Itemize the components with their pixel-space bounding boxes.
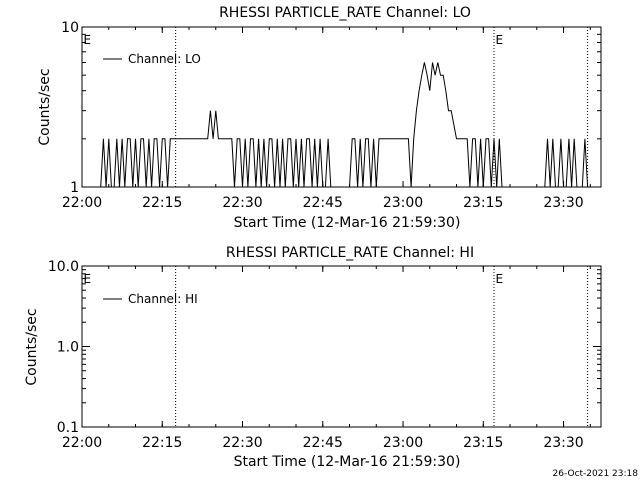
y-tick-label-hi-1: 1.0: [57, 340, 79, 356]
y-axis-label-lo: Counts/sec: [37, 68, 53, 145]
x-axis-label-hi: Start Time (12-Mar-16 21:59:30): [234, 454, 461, 470]
y-tick-label-hi-0: 0.1: [57, 420, 79, 436]
y-axis-lo: 1 10: [61, 20, 601, 196]
x-tick-label-lo-5: 23:15: [463, 195, 503, 211]
chart-title-lo: RHESSI PARTICLE_RATE Channel: LO: [219, 5, 471, 21]
y-axis-hi: 0.1 1.0 10.0: [48, 259, 601, 436]
x-tick-label-lo-0: 22:00: [62, 195, 102, 211]
x-tick-label-lo-4: 23:00: [383, 195, 423, 211]
event-label-lo-2: E: [495, 33, 503, 47]
x-tick-label-lo-1: 22:15: [142, 195, 182, 211]
x-tick-label-hi-5: 23:15: [463, 435, 503, 451]
plot-frame-hi: [81, 265, 602, 428]
y-tick-label-hi-2: 10.0: [48, 259, 79, 275]
y-tick-label-lo-0: 1: [70, 180, 79, 196]
legend-label-hi: Channel: HI: [128, 292, 198, 306]
x-tick-label-lo-2: 22:30: [222, 195, 262, 211]
event-label-hi-0: E: [84, 272, 92, 286]
event-label-lo-0: E: [84, 33, 92, 47]
event-label-hi-2: E: [495, 272, 503, 286]
x-tick-label-hi-4: 23:00: [383, 435, 423, 451]
x-tick-label-lo-6: 23:30: [543, 195, 583, 211]
x-tick-label-hi-0: 22:00: [62, 435, 102, 451]
y-tick-label-lo-1: 10: [61, 20, 79, 36]
chart-title-hi: RHESSI PARTICLE_RATE Channel: HI: [226, 245, 474, 261]
y-axis-label-hi: Counts/sec: [24, 308, 40, 385]
plot-frame-lo: [81, 26, 602, 188]
footer-timestamp: 26-Oct-2021 23:18: [553, 469, 639, 479]
x-tick-label-hi-3: 22:45: [303, 435, 343, 451]
series-line-lo: [100, 62, 591, 188]
x-tick-label-lo-3: 22:45: [303, 195, 343, 211]
x-axis-hi: 22:00 22:15 22:30 22:45 23:00 23:15 23:30: [62, 266, 591, 451]
x-tick-label-hi-6: 23:30: [543, 435, 583, 451]
x-tick-label-hi-2: 22:30: [222, 435, 262, 451]
legend-label-lo: Channel: LO: [128, 52, 201, 66]
x-axis-label-lo: Start Time (12-Mar-16 21:59:30): [234, 215, 461, 231]
x-tick-label-hi-1: 22:15: [142, 435, 182, 451]
